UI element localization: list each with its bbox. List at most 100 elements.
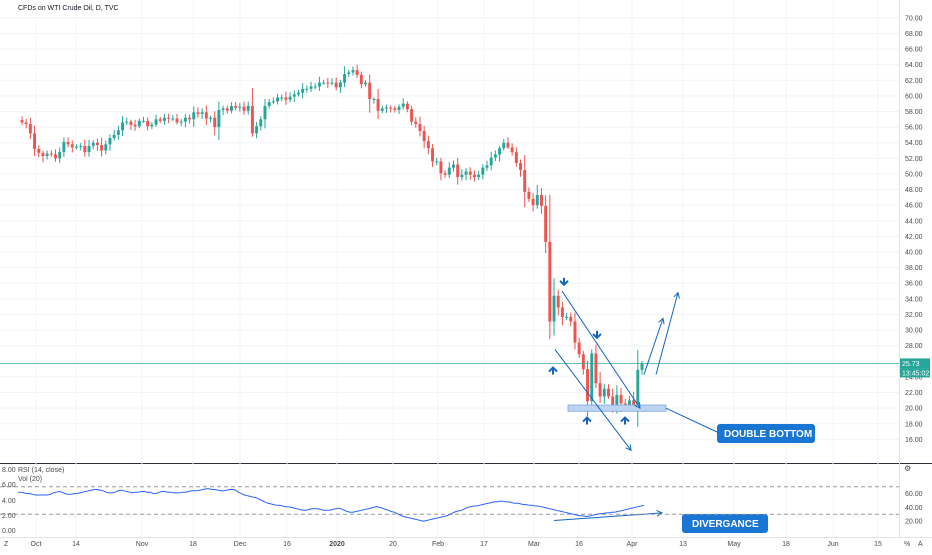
candle-body — [619, 394, 623, 404]
candle-body — [250, 106, 254, 134]
candle-body — [602, 388, 606, 397]
candle-body — [91, 142, 95, 146]
projection-arrow-long[interactable] — [655, 292, 679, 375]
candle-body — [485, 165, 489, 168]
auto-scale-toggle[interactable]: A — [918, 541, 923, 548]
candle-body — [355, 70, 359, 75]
timezone-toggle[interactable]: Z — [4, 541, 9, 548]
candle-body — [586, 369, 590, 402]
double-bottom-callout[interactable]: DOUBLE BOTTOM — [717, 424, 815, 443]
price-tick-label: 46.00 — [905, 203, 923, 210]
candle-body — [317, 82, 321, 87]
candle-body — [183, 117, 187, 122]
candle-body — [255, 126, 259, 134]
candle-body — [623, 403, 627, 406]
candle-body — [548, 241, 552, 322]
candle-body — [393, 108, 397, 110]
candle-body — [74, 146, 78, 148]
candle-body — [276, 97, 280, 102]
candle-body — [162, 117, 166, 121]
candle-body — [309, 86, 313, 89]
lower-high-arrow-2 — [592, 330, 602, 340]
time-tick-label: 2020 — [329, 541, 345, 548]
candle-body — [598, 383, 602, 397]
candle-body — [431, 148, 435, 162]
lower-channel-line[interactable] — [554, 349, 632, 451]
upper-channel-line[interactable] — [561, 290, 641, 409]
candle-body — [506, 142, 510, 148]
candle-body — [267, 102, 271, 107]
candle-body — [28, 123, 32, 134]
candle-body — [204, 112, 208, 119]
price-axis[interactable]: 70.00 68.00 66.00 64.00 62.00 60.00 58.00 56.00… — [905, 15, 923, 444]
time-tick-label: Nov — [136, 541, 149, 548]
price-tick-label: 68.00 — [905, 31, 923, 38]
volume-tick-label: 8.00 — [2, 467, 16, 474]
candle-body — [100, 145, 104, 151]
candle-body — [179, 121, 183, 123]
time-axis[interactable]: Oct 14 Nov 18 Dec 16 2020 20 Feb 17 Mar 16 Apr 13 May 1… — [31, 541, 882, 548]
countdown-badge: 13:45:02 — [900, 368, 930, 378]
price-tick-label: 58.00 — [905, 109, 923, 116]
candle-body — [137, 120, 141, 127]
rsi-axis: 60.00 40.00 20.00 — [905, 491, 923, 526]
candle-body — [95, 142, 99, 146]
time-tick-label: 18 — [189, 541, 197, 548]
time-tick-label: May — [727, 541, 741, 548]
price-tick-label: 56.00 — [905, 125, 923, 132]
price-tick-label: 64.00 — [905, 62, 923, 69]
candle-body — [54, 154, 57, 159]
candle-body — [544, 205, 548, 242]
time-tick-label: 15 — [874, 541, 882, 548]
candle-body — [154, 119, 158, 125]
candle-body — [418, 123, 422, 132]
candle-body — [70, 144, 74, 148]
candlestick-series — [20, 64, 644, 427]
candle-body — [259, 119, 263, 127]
projection-arrow-short[interactable] — [643, 318, 664, 375]
volume-tick-label: 6.00 — [2, 482, 16, 489]
candle-body — [322, 82, 326, 84]
candle-body — [552, 295, 556, 322]
divergence-callout[interactable]: DIVERGANCE — [682, 514, 768, 533]
price-tick-label: 70.00 — [905, 15, 923, 22]
candle-body — [292, 94, 296, 97]
annotation-drawings[interactable] — [548, 277, 718, 522]
candle-body — [326, 82, 330, 84]
price-tick-label: 32.00 — [905, 312, 923, 319]
candle-body — [510, 147, 514, 153]
candle-body — [397, 106, 401, 110]
last-price-badge: 25.73 — [900, 358, 930, 369]
candle-body — [238, 106, 242, 108]
double-bottom-zone[interactable] — [567, 404, 667, 412]
time-tick-label: 17 — [480, 541, 488, 548]
low-arrow-1 — [548, 366, 558, 375]
candle-body — [280, 97, 284, 99]
time-tick-label: 13 — [679, 541, 687, 548]
rsi-tick-label: 60.00 — [905, 491, 923, 498]
candle-body — [573, 321, 577, 343]
projection-arrow-long-head — [673, 291, 680, 299]
candle-body — [213, 117, 217, 128]
candle-body — [221, 108, 225, 110]
candle-body — [460, 174, 464, 178]
time-tick-label: 14 — [72, 541, 80, 548]
candle-body — [590, 353, 594, 402]
candle-body — [167, 117, 171, 119]
candle-body — [481, 167, 485, 175]
price-tick-label: 66.00 — [905, 47, 923, 54]
candle-body — [150, 124, 154, 127]
candle-body — [297, 92, 300, 95]
candle-body — [435, 161, 439, 163]
candle-body — [133, 124, 137, 127]
candle-body — [121, 122, 125, 131]
candle-body — [196, 112, 200, 114]
candle-body — [464, 171, 468, 175]
candle-body — [146, 120, 150, 127]
settings-icon[interactable]: ⚙ — [904, 464, 911, 473]
log-scale-toggle[interactable]: % — [904, 541, 910, 548]
volume-tick-label: 2.00 — [2, 513, 16, 520]
price-tick-label: 24.00 — [905, 374, 923, 381]
